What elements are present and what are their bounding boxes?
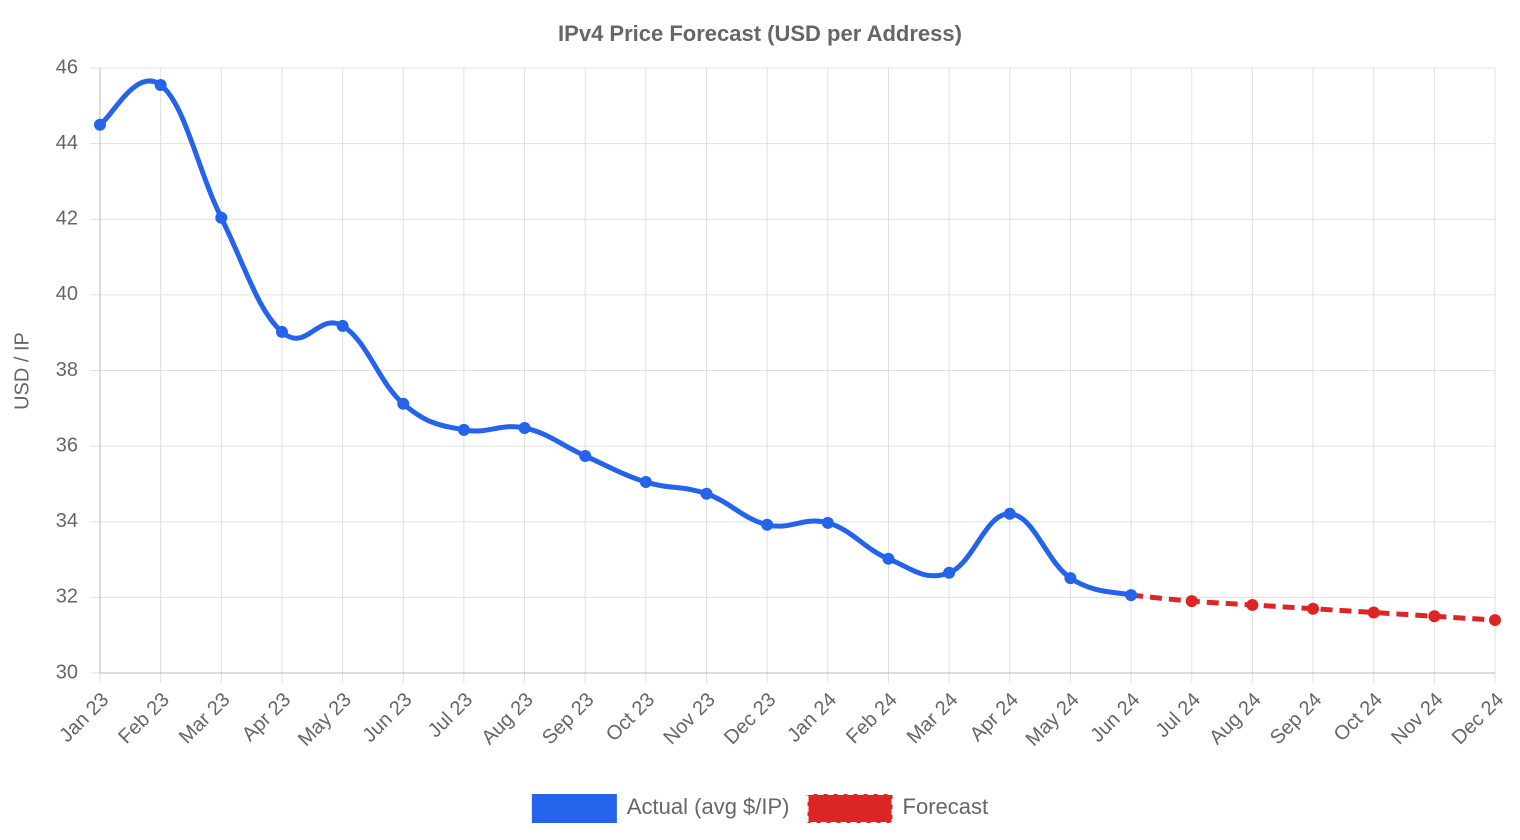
y-tick-label: 44 <box>56 132 78 154</box>
data-point <box>1125 589 1138 602</box>
x-tick-label: Feb 23 <box>114 689 174 749</box>
legend-swatch <box>531 794 617 823</box>
y-tick-label: 36 <box>56 434 78 456</box>
legend: Actual (avg $/IP) Forecast <box>531 793 989 824</box>
data-point <box>457 423 470 436</box>
y-tick-label: 32 <box>56 586 78 608</box>
x-tick-label: Sep 23 <box>538 689 598 749</box>
data-point <box>1307 602 1320 615</box>
x-tick-label: Dec 23 <box>720 689 780 749</box>
data-point <box>943 566 956 579</box>
x-tick-label: Feb 24 <box>842 689 902 749</box>
data-point <box>700 487 713 500</box>
series-line <box>98 78 1132 598</box>
data-point <box>1185 595 1198 608</box>
y-tick-label: 46 <box>56 56 78 78</box>
legend-swatch <box>806 793 894 824</box>
data-point <box>94 118 106 131</box>
data-point <box>639 476 652 489</box>
x-tick-label: Jun 24 <box>1086 689 1144 747</box>
x-tick-label: Jul 23 <box>424 689 477 742</box>
y-tick-label: 42 <box>56 208 78 230</box>
y-tick-label: 30 <box>56 661 78 683</box>
y-tick-label: 40 <box>56 283 78 305</box>
y-tick-label: 38 <box>56 359 78 381</box>
data-point <box>154 79 167 92</box>
data-point <box>1367 606 1380 619</box>
data-point <box>761 518 774 531</box>
data-point <box>518 421 531 434</box>
x-tick-label: Dec 24 <box>1448 689 1508 749</box>
x-tick-label: Jul 24 <box>1152 689 1205 742</box>
data-point <box>1428 610 1441 623</box>
x-tick-label: May 24 <box>1022 689 1084 751</box>
x-tick-label: Apr 24 <box>966 689 1023 746</box>
x-tick-label: Jun 23 <box>359 689 417 747</box>
data-point <box>821 516 834 529</box>
x-tick-label: Oct 24 <box>1330 689 1387 746</box>
x-tick-label: Apr 23 <box>238 689 295 746</box>
data-point <box>275 325 288 338</box>
data-point <box>1003 507 1016 520</box>
x-tick-label: Sep 24 <box>1266 689 1326 749</box>
data-point <box>579 449 592 462</box>
x-tick-label: Jan 24 <box>783 689 841 747</box>
x-tick-label: Nov 23 <box>659 689 719 749</box>
data-point <box>1489 614 1501 627</box>
x-tick-label: Aug 24 <box>1205 689 1265 749</box>
x-tick-label: Aug 23 <box>477 689 537 749</box>
x-tick-label: Oct 23 <box>602 689 659 746</box>
legend-label: Forecast <box>903 794 989 819</box>
x-tick-label: Nov 24 <box>1387 689 1447 749</box>
data-point <box>336 319 349 332</box>
y-axis-label: USD / IP <box>11 332 33 410</box>
x-tick-label: May 23 <box>294 689 356 751</box>
x-tick-label: Mar 24 <box>903 689 963 749</box>
data-point <box>1246 598 1259 611</box>
x-tick-label: Jan 23 <box>55 689 113 747</box>
legend-label: Actual (avg $/IP) <box>627 794 790 819</box>
data-point <box>1064 572 1077 585</box>
data-point <box>397 397 410 410</box>
chart-title: IPv4 Price Forecast (USD per Address) <box>558 21 962 46</box>
x-tick-label: Mar 23 <box>175 689 235 749</box>
data-point <box>215 211 228 224</box>
data-point <box>882 552 895 565</box>
y-tick-label: 34 <box>56 510 78 532</box>
